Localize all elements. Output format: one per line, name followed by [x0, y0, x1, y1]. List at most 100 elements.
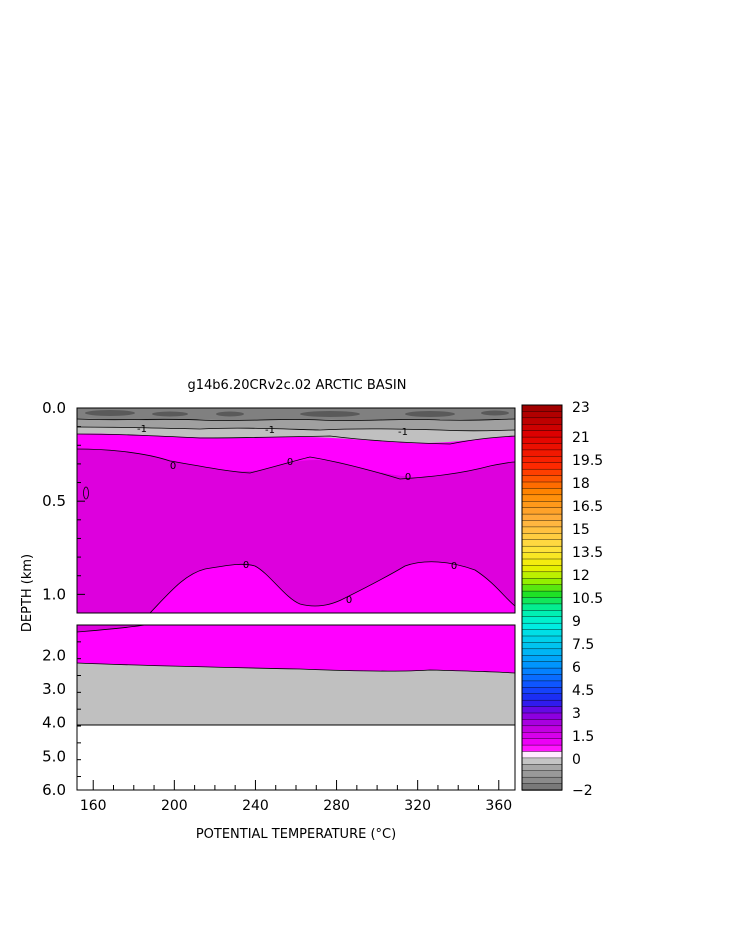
upper-panel: -1 -1 -1 0 0 0 0 0 0: [76, 407, 516, 614]
colorbar-band: [521, 764, 563, 772]
colorbar-band: [521, 699, 563, 708]
x-tick-label: 320: [404, 798, 431, 814]
y-axis-upper: 0.0 0.5 1.0: [42, 399, 85, 614]
y-tick-label: 0.0: [42, 399, 66, 417]
colorbar-band: [521, 770, 563, 778]
x-tick-label: 280: [323, 798, 350, 814]
contour-label: -1: [398, 427, 408, 438]
y-tick-label: 3.0: [42, 680, 66, 698]
contour-label: 0: [346, 595, 352, 606]
colorbar-band: [521, 661, 563, 669]
colorbar-band: [521, 719, 563, 727]
colorbar-band: [521, 520, 563, 528]
x-tick-label: 240: [242, 798, 269, 814]
colorbar-band: [521, 513, 563, 522]
colorbar-band: [521, 597, 563, 605]
colorbar-label: 10.5: [572, 591, 603, 607]
upper-panel-frame: [76, 407, 516, 614]
y-tick-label: 5.0: [42, 747, 66, 765]
contour-label: 0: [405, 472, 411, 483]
colorbar-label: 16.5: [572, 499, 603, 515]
y-tick-label: 0.5: [42, 492, 66, 510]
colorbar-band: [521, 539, 563, 547]
colorbar-band: [521, 417, 563, 425]
colorbar-label: 13.5: [572, 545, 603, 561]
colorbar-band: [521, 494, 563, 502]
colorbar-band: [521, 712, 563, 721]
colorbar-band: [521, 635, 563, 644]
colorbar-band: [521, 738, 563, 746]
contour-label: -1: [265, 425, 275, 436]
colorbar-band: [521, 411, 563, 419]
colorbar-band: [521, 603, 563, 612]
colorbar: [521, 404, 563, 791]
colorbar-band: [521, 578, 563, 586]
colorbar-label: 12: [572, 568, 590, 584]
colorbar-label: 9: [572, 614, 581, 630]
colorbar-band: [521, 443, 563, 451]
y-axis-label: DEPTH (km): [20, 554, 35, 632]
colorbar-band: [521, 424, 563, 432]
colorbar-band: [521, 462, 563, 470]
colorbar-band: [521, 725, 563, 733]
colorbar-band: [521, 481, 563, 490]
colorbar-band: [521, 610, 563, 618]
colorbar-frame: [521, 404, 563, 791]
x-tick-label: 200: [161, 798, 188, 814]
contour-label: 0: [451, 561, 457, 572]
colorbar-band: [521, 667, 563, 676]
colorbar-label: 4.5: [572, 683, 594, 699]
colorbar-band: [521, 776, 563, 785]
colorbar-band: [521, 751, 563, 759]
colorbar-band: [521, 732, 563, 740]
colorbar-label: 19.5: [572, 453, 603, 469]
colorbar-band: [521, 648, 563, 656]
y-tick-label: 1.0: [42, 585, 66, 603]
colorbar-label: 6: [572, 660, 581, 676]
colorbar-label: 3: [572, 706, 581, 722]
intermediate-hump-fill: [150, 561, 515, 613]
x-tick-label: 160: [80, 798, 107, 814]
colorbar-band: [521, 468, 563, 477]
cold-blobs: [85, 410, 509, 417]
y-tick-label: 2.0: [42, 646, 66, 664]
colorbar-label: −2: [572, 783, 593, 799]
colorbar-band: [521, 456, 563, 464]
cold-surface-core-fill: [77, 408, 515, 421]
colorbar-band: [521, 693, 563, 701]
colorbar-band: [521, 757, 563, 766]
colorbar-band: [521, 706, 563, 714]
colorbar-labels: 23 21 19.5 18 16.5 15 13.5 12 10.5 9 7.5 6 4.5 3 1.5 0 −…: [572, 400, 603, 799]
colorbar-band: [521, 680, 563, 689]
colorbar-band: [521, 571, 563, 579]
y-axis-lower: 2.0 3.0 4.0 5.0 6.0: [42, 624, 81, 799]
colorbar-label: 23: [572, 400, 590, 416]
colorbar-label: 18: [572, 476, 590, 492]
x-axis-label: POTENTIAL TEMPERATURE (°C): [196, 827, 396, 842]
colorbar-band: [521, 655, 563, 663]
colorbar-band: [521, 488, 563, 496]
colorbar-band: [521, 642, 563, 650]
colorbar-band: [521, 783, 563, 791]
contour-lines: [77, 418, 515, 613]
lower-contour-lines: [77, 625, 515, 674]
colorbar-label: 15: [572, 522, 590, 538]
lower-panel: [76, 624, 516, 791]
colorbar-label: 21: [572, 430, 590, 446]
contour-label: 0: [243, 560, 249, 571]
colorbar-band: [521, 430, 563, 438]
colorbar-band: [521, 558, 563, 567]
contour-label: 0: [170, 461, 176, 472]
colorbar-band: [521, 533, 563, 541]
colorbar-label: 0: [572, 752, 581, 768]
y-tick-label: 6.0: [42, 781, 66, 799]
bottom-layer-fill: [77, 663, 515, 725]
colorbar-band: [521, 501, 563, 509]
colorbar-band: [521, 507, 563, 515]
colorbar-band: [521, 545, 563, 554]
colorbar-band: [521, 744, 563, 753]
colorbar-band: [521, 404, 563, 413]
colorbar-band: [521, 687, 563, 695]
colorbar-band: [521, 552, 563, 560]
